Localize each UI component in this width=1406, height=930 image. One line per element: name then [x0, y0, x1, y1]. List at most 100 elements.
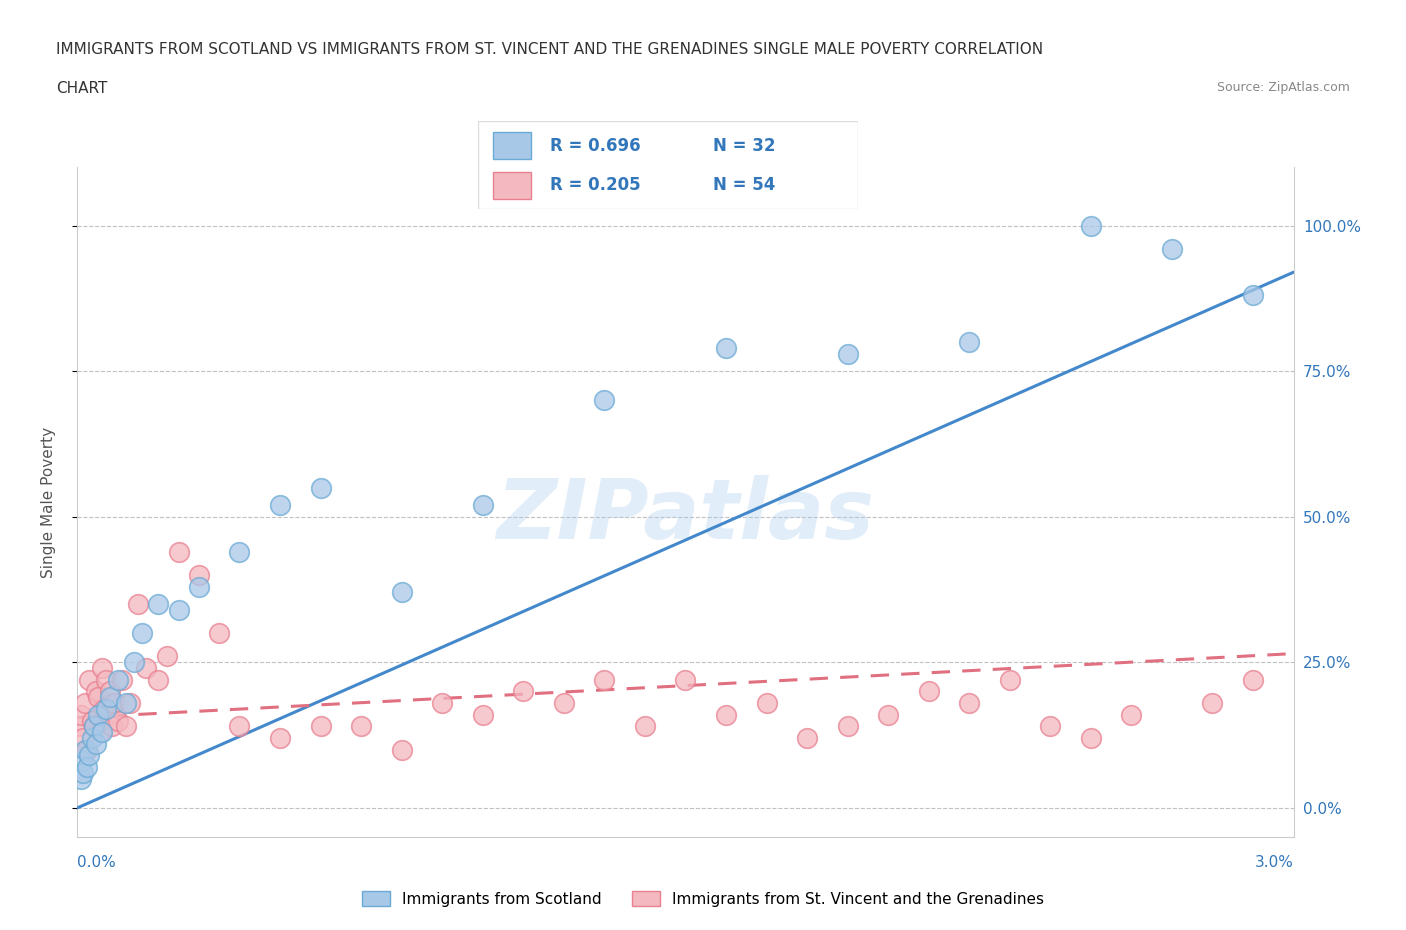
Point	[918, 684, 941, 698]
Point	[79, 672, 101, 687]
Point	[714, 708, 737, 723]
Text: R = 0.205: R = 0.205	[550, 177, 641, 194]
Point	[188, 579, 211, 594]
Point	[1241, 672, 1264, 687]
Point	[553, 696, 575, 711]
Point	[89, 724, 111, 739]
Point	[208, 626, 231, 641]
Point	[309, 480, 332, 495]
Point	[97, 708, 120, 723]
Point	[391, 585, 413, 600]
Point	[269, 498, 291, 512]
FancyBboxPatch shape	[478, 121, 858, 209]
Text: 0.0%: 0.0%	[77, 855, 117, 870]
Point	[1241, 288, 1264, 303]
FancyBboxPatch shape	[494, 172, 531, 199]
Y-axis label: Single Male Poverty: Single Male Poverty	[42, 427, 56, 578]
Point	[837, 346, 859, 361]
Point	[75, 696, 97, 711]
Text: Source: ZipAtlas.com: Source: ZipAtlas.com	[1216, 81, 1350, 94]
Point	[957, 696, 980, 711]
Point	[471, 498, 494, 512]
Point	[1080, 731, 1102, 746]
Text: 3.0%: 3.0%	[1254, 855, 1294, 870]
Point	[837, 719, 859, 734]
Point	[350, 719, 373, 734]
Point	[75, 742, 97, 757]
Point	[101, 719, 124, 734]
Point	[1039, 719, 1062, 734]
Point	[103, 696, 125, 711]
Point	[593, 392, 616, 407]
Point	[131, 626, 153, 641]
Text: CHART: CHART	[56, 81, 108, 96]
Point	[107, 713, 129, 728]
Point	[675, 672, 697, 687]
Point	[167, 544, 190, 559]
Point	[1121, 708, 1143, 723]
Point	[122, 655, 145, 670]
Point	[72, 765, 94, 780]
Point	[90, 724, 112, 739]
Point	[69, 771, 91, 786]
Point	[83, 719, 105, 734]
Point	[86, 708, 108, 723]
Point	[98, 684, 121, 698]
Point	[228, 544, 250, 559]
Point	[228, 719, 250, 734]
Text: N = 54: N = 54	[713, 177, 776, 194]
Point	[135, 660, 157, 675]
Point	[80, 713, 103, 728]
Point	[94, 672, 117, 687]
Point	[111, 672, 134, 687]
Point	[796, 731, 818, 746]
Point	[188, 567, 211, 582]
Point	[998, 672, 1021, 687]
Point	[98, 690, 121, 705]
Point	[115, 719, 138, 734]
Point	[309, 719, 332, 734]
Point	[76, 742, 98, 757]
Point	[67, 719, 90, 734]
Point	[127, 597, 149, 612]
Point	[84, 684, 107, 698]
Point	[107, 672, 129, 687]
Point	[1201, 696, 1223, 711]
Point	[118, 696, 141, 711]
Point	[957, 335, 980, 350]
Point	[1161, 242, 1184, 257]
Point	[94, 701, 117, 716]
Point	[471, 708, 494, 723]
Point	[79, 748, 101, 763]
Legend: Immigrants from Scotland, Immigrants from St. Vincent and the Grenadines: Immigrants from Scotland, Immigrants fro…	[356, 885, 1050, 913]
Text: R = 0.696: R = 0.696	[550, 137, 641, 154]
Point	[512, 684, 534, 698]
Point	[115, 696, 138, 711]
Text: ZIPatlas: ZIPatlas	[496, 475, 875, 556]
Point	[432, 696, 454, 711]
Point	[1080, 219, 1102, 233]
Point	[877, 708, 900, 723]
Point	[83, 719, 105, 734]
Point	[148, 597, 170, 612]
Point	[90, 660, 112, 675]
Point	[755, 696, 778, 711]
Text: N = 32: N = 32	[713, 137, 776, 154]
Point	[714, 340, 737, 355]
Point	[80, 731, 103, 746]
Point	[593, 672, 616, 687]
Point	[269, 731, 291, 746]
Point	[70, 754, 93, 769]
Point	[76, 760, 98, 775]
Point	[72, 731, 94, 746]
Text: IMMIGRANTS FROM SCOTLAND VS IMMIGRANTS FROM ST. VINCENT AND THE GRENADINES SINGL: IMMIGRANTS FROM SCOTLAND VS IMMIGRANTS F…	[56, 42, 1043, 57]
FancyBboxPatch shape	[494, 132, 531, 159]
Point	[167, 603, 190, 618]
Point	[634, 719, 657, 734]
Point	[70, 708, 93, 723]
Point	[86, 690, 108, 705]
Point	[391, 742, 413, 757]
Point	[155, 649, 177, 664]
Point	[93, 701, 115, 716]
Point	[148, 672, 170, 687]
